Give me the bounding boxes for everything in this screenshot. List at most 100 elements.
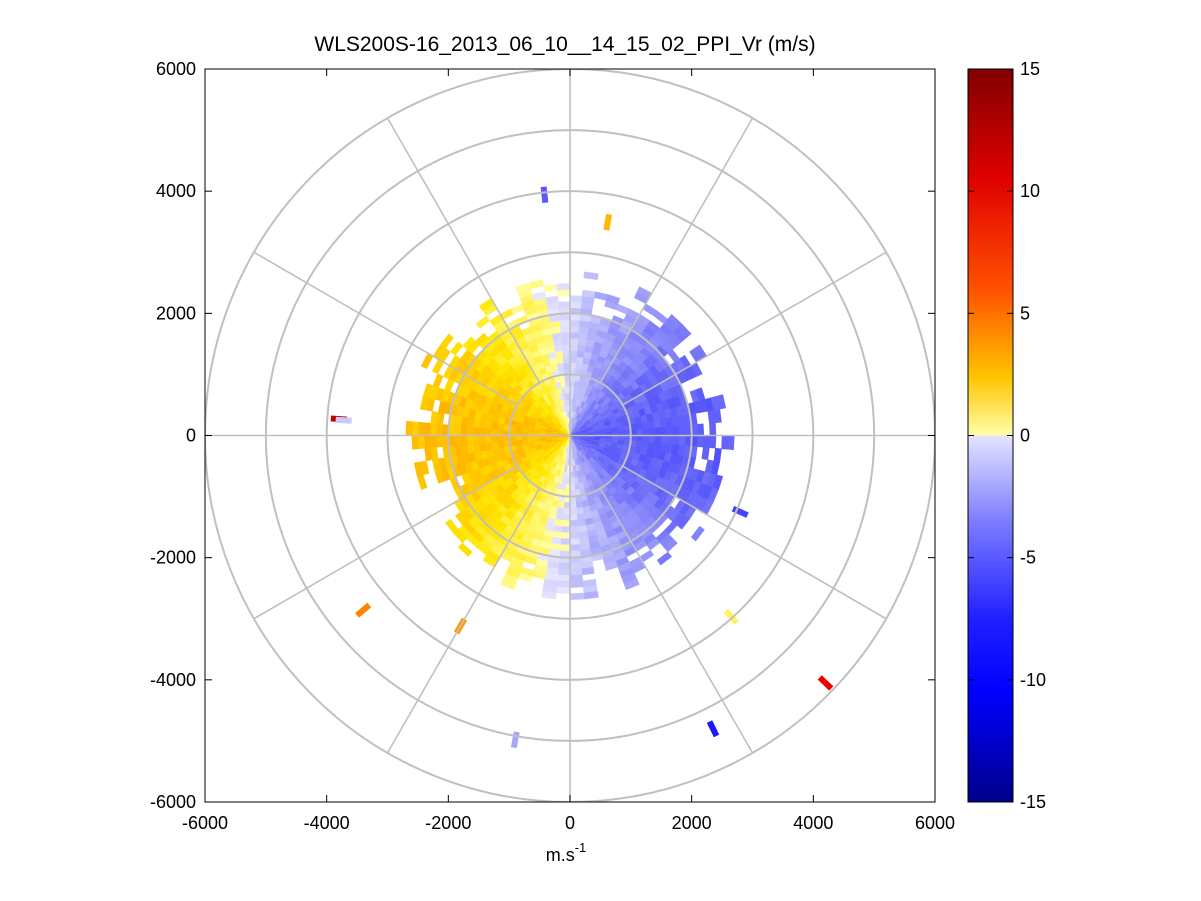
colorbar-tick-label: -5 — [1020, 548, 1036, 568]
velocity-cell — [562, 350, 571, 357]
scattered-echo — [706, 720, 720, 738]
x-tick-label: 6000 — [915, 813, 955, 833]
velocity-cell — [660, 435, 668, 445]
azimuth-spoke — [599, 488, 754, 754]
velocity-cell — [475, 332, 489, 346]
velocity-cell — [561, 337, 571, 345]
x-tick-label: -4000 — [304, 813, 350, 833]
velocity-cell — [647, 420, 656, 429]
azimuth-spoke — [386, 117, 541, 383]
velocity-cell — [413, 461, 424, 477]
velocity-cell — [560, 538, 571, 546]
y-tick-label: -4000 — [150, 670, 196, 690]
y-tick-label: -2000 — [150, 548, 196, 568]
velocity-cell — [561, 386, 567, 394]
velocity-cell — [569, 550, 581, 558]
velocity-cell — [604, 560, 619, 571]
velocity-cell — [635, 422, 643, 430]
velocity-cell — [429, 423, 437, 436]
velocity-cell — [576, 350, 586, 358]
scattered-echo — [723, 608, 739, 625]
velocity-cell — [472, 435, 480, 445]
velocity-cell — [466, 435, 474, 445]
y-tick-label: 2000 — [156, 303, 196, 323]
azimuth-spoke — [253, 465, 518, 620]
velocity-cell — [569, 568, 583, 576]
velocity-cell — [573, 483, 580, 491]
scattered-echo — [540, 186, 549, 204]
y-tick-label: -6000 — [150, 792, 196, 812]
velocity-cell — [697, 435, 705, 448]
velocity-cell — [423, 422, 431, 436]
velocity-cell — [561, 344, 571, 351]
velocity-cell — [562, 507, 571, 515]
velocity-cell — [562, 514, 571, 521]
velocity-cell — [561, 520, 571, 528]
colorbar-tick-label: 5 — [1020, 303, 1030, 323]
velocity-cell — [569, 295, 583, 303]
velocity-cell — [709, 435, 717, 449]
velocity-cell — [636, 435, 644, 443]
velocity-cell — [611, 426, 619, 433]
velocity-cell — [672, 425, 680, 436]
y-tick-label: 4000 — [156, 181, 196, 201]
velocity-cell — [490, 441, 499, 450]
velocity-cell — [466, 426, 474, 436]
velocity-cell — [678, 435, 686, 446]
velocity-cell — [569, 592, 585, 601]
velocity-cell — [484, 442, 493, 451]
velocity-cell — [654, 427, 662, 436]
velocity-cell — [701, 446, 710, 461]
velocity-cell — [576, 513, 586, 521]
velocity-cell — [558, 562, 571, 570]
x-axis-label: m.s-1 — [546, 840, 587, 865]
velocity-cell — [411, 421, 419, 436]
velocity-cell — [642, 435, 650, 443]
scattered-echo — [335, 416, 352, 424]
colorbar-tick-label: 15 — [1020, 59, 1040, 79]
velocity-cell — [581, 289, 596, 298]
velocity-cell — [417, 421, 425, 436]
velocity-cell — [636, 428, 644, 436]
velocity-cell — [541, 591, 557, 600]
velocity-cell — [560, 380, 567, 388]
velocity-cell — [555, 586, 571, 594]
velocity-cell — [569, 301, 582, 309]
velocity-cell — [617, 425, 625, 432]
x-axis-label-exponent: -1 — [575, 840, 587, 855]
velocity-cell — [703, 435, 711, 448]
x-tick-label: -2000 — [425, 813, 471, 833]
velocity-cell — [583, 271, 599, 280]
azimuth-spoke — [622, 465, 887, 620]
velocity-cell — [556, 283, 571, 291]
x-axis-label-text: m.s — [546, 845, 575, 865]
velocity-cell — [556, 507, 564, 515]
velocity-cell — [478, 427, 486, 436]
velocity-cell — [569, 344, 579, 351]
velocity-cell — [569, 532, 580, 540]
velocity-cell — [560, 331, 571, 339]
velocity-cell — [484, 420, 493, 429]
velocity-cell — [490, 428, 498, 436]
velocity-cell — [563, 501, 571, 509]
colorbar-tick-label: -15 — [1020, 792, 1046, 812]
velocity-cell — [411, 435, 419, 450]
velocity-cell — [569, 507, 578, 515]
velocity-cell — [405, 420, 413, 436]
velocity-cell — [677, 323, 692, 339]
velocity-cell — [575, 501, 583, 509]
y-tick-label: 0 — [186, 426, 196, 446]
scattered-echo — [731, 505, 749, 518]
velocity-cell — [573, 477, 579, 485]
velocity-cell — [569, 313, 581, 321]
velocity-cell — [528, 279, 544, 289]
velocity-cell — [478, 435, 486, 444]
velocity-cell — [557, 289, 571, 297]
velocity-cell — [454, 425, 462, 436]
velocity-cell — [605, 294, 621, 305]
velocity-cell — [417, 435, 425, 450]
scattered-echo — [603, 213, 613, 231]
velocity-cell — [569, 356, 578, 364]
colorbar-tick-label: -10 — [1020, 670, 1046, 690]
